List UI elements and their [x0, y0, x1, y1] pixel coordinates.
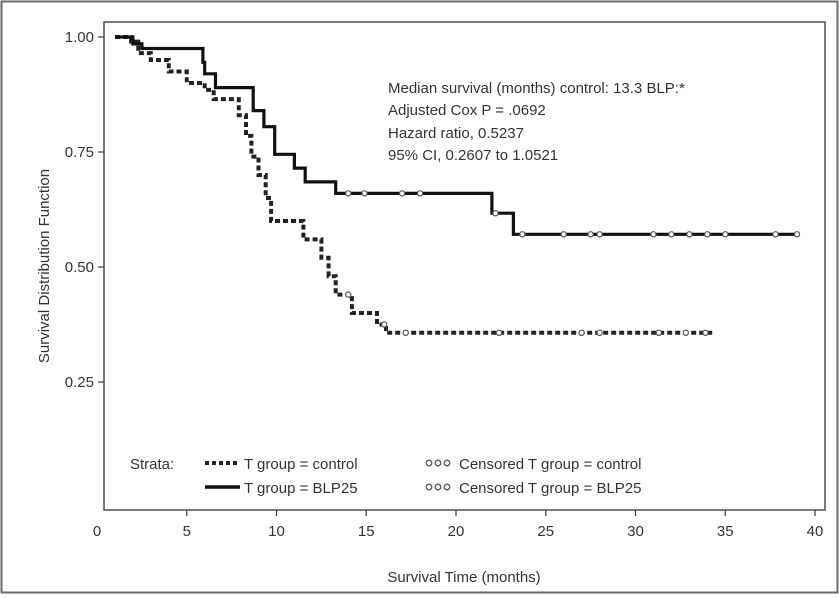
- censor-marker-control: [655, 329, 663, 336]
- censor-marker-control: [495, 329, 503, 336]
- y-tick-label: 0.50: [65, 259, 94, 276]
- y-axis: 0.25 0.50 0.75 1.00: [65, 29, 104, 391]
- censor-marker-blp25: [519, 231, 526, 238]
- legend-blp25-censor-symbol: [425, 483, 451, 491]
- censor-marker-blp25: [560, 231, 567, 238]
- censor-marker-control: [402, 329, 409, 336]
- x-tick-label: 40: [807, 523, 824, 540]
- x-axis-title: Survival Time (months): [387, 569, 540, 586]
- censor-marker-blp25: [793, 231, 801, 238]
- y-tick-label: 1.00: [65, 29, 94, 46]
- x-tick-label: 0: [93, 523, 101, 540]
- x-tick-label: 5: [183, 523, 191, 540]
- legend-item-control-censored: Censored T group = control: [459, 456, 641, 473]
- censor-marker-control: [345, 291, 352, 298]
- x-tick-label: 15: [358, 523, 375, 540]
- plot-area: [103, 21, 826, 511]
- censor-marker-control: [381, 321, 388, 328]
- annotation-median: Median survival (months) control: 13.3 B…: [388, 80, 685, 97]
- censor-marker-blp25: [772, 231, 779, 238]
- censor-marker-blp25: [587, 231, 594, 238]
- x-tick-label: 25: [537, 523, 554, 540]
- censor-marker-control: [596, 329, 603, 336]
- legend-item-control: T group = control: [244, 456, 358, 473]
- censor-marker-blp25: [492, 209, 499, 217]
- x-tick-label: 20: [448, 523, 465, 540]
- censor-marker-blp25: [596, 231, 603, 238]
- x-axis: 0 5 10 15 20 25 30 35 40: [93, 510, 824, 540]
- censor-marker-blp25: [398, 190, 406, 197]
- legend-item-blp25-censored: Censored T group = BLP25: [459, 480, 642, 497]
- censor-marker-control: [682, 329, 690, 336]
- censor-marker-blp25: [686, 231, 693, 238]
- censor-marker-control: [702, 329, 709, 336]
- censor-marker-control: [578, 329, 585, 336]
- series-layer: [115, 35, 801, 336]
- legend: Strata: T group = control Censored T gro…: [130, 456, 642, 497]
- annotation-cox: Adjusted Cox P = .0692: [388, 102, 546, 119]
- legend-item-blp25: T group = BLP25: [244, 480, 358, 497]
- y-axis-title: Survival Distribution Function: [36, 169, 53, 363]
- x-tick-label: 35: [717, 523, 734, 540]
- x-tick-label: 10: [268, 523, 285, 540]
- censor-marker-blp25: [650, 231, 657, 238]
- censor-marker-blp25: [361, 190, 368, 197]
- x-tick-label: 30: [627, 523, 644, 540]
- censor-marker-blp25: [722, 231, 729, 238]
- censor-marker-blp25: [345, 190, 352, 197]
- annotation-hazard: Hazard ratio, 0.5237: [388, 125, 524, 142]
- censor-marker-blp25: [704, 231, 711, 238]
- series-line-blp25: [115, 35, 797, 236]
- series-line-control: [115, 35, 715, 335]
- y-tick-label: 0.75: [65, 144, 94, 161]
- censor-marker-blp25: [416, 190, 424, 197]
- legend-title: Strata:: [130, 456, 174, 473]
- censor-marker-blp25: [668, 231, 675, 238]
- y-tick-label: 0.25: [65, 374, 94, 391]
- legend-control-censor-symbol: [425, 459, 451, 467]
- annotation-block: Median survival (months) control: 13.3 B…: [388, 80, 685, 164]
- annotation-ci: 95% CI, 0.2607 to 1.0521: [388, 147, 558, 164]
